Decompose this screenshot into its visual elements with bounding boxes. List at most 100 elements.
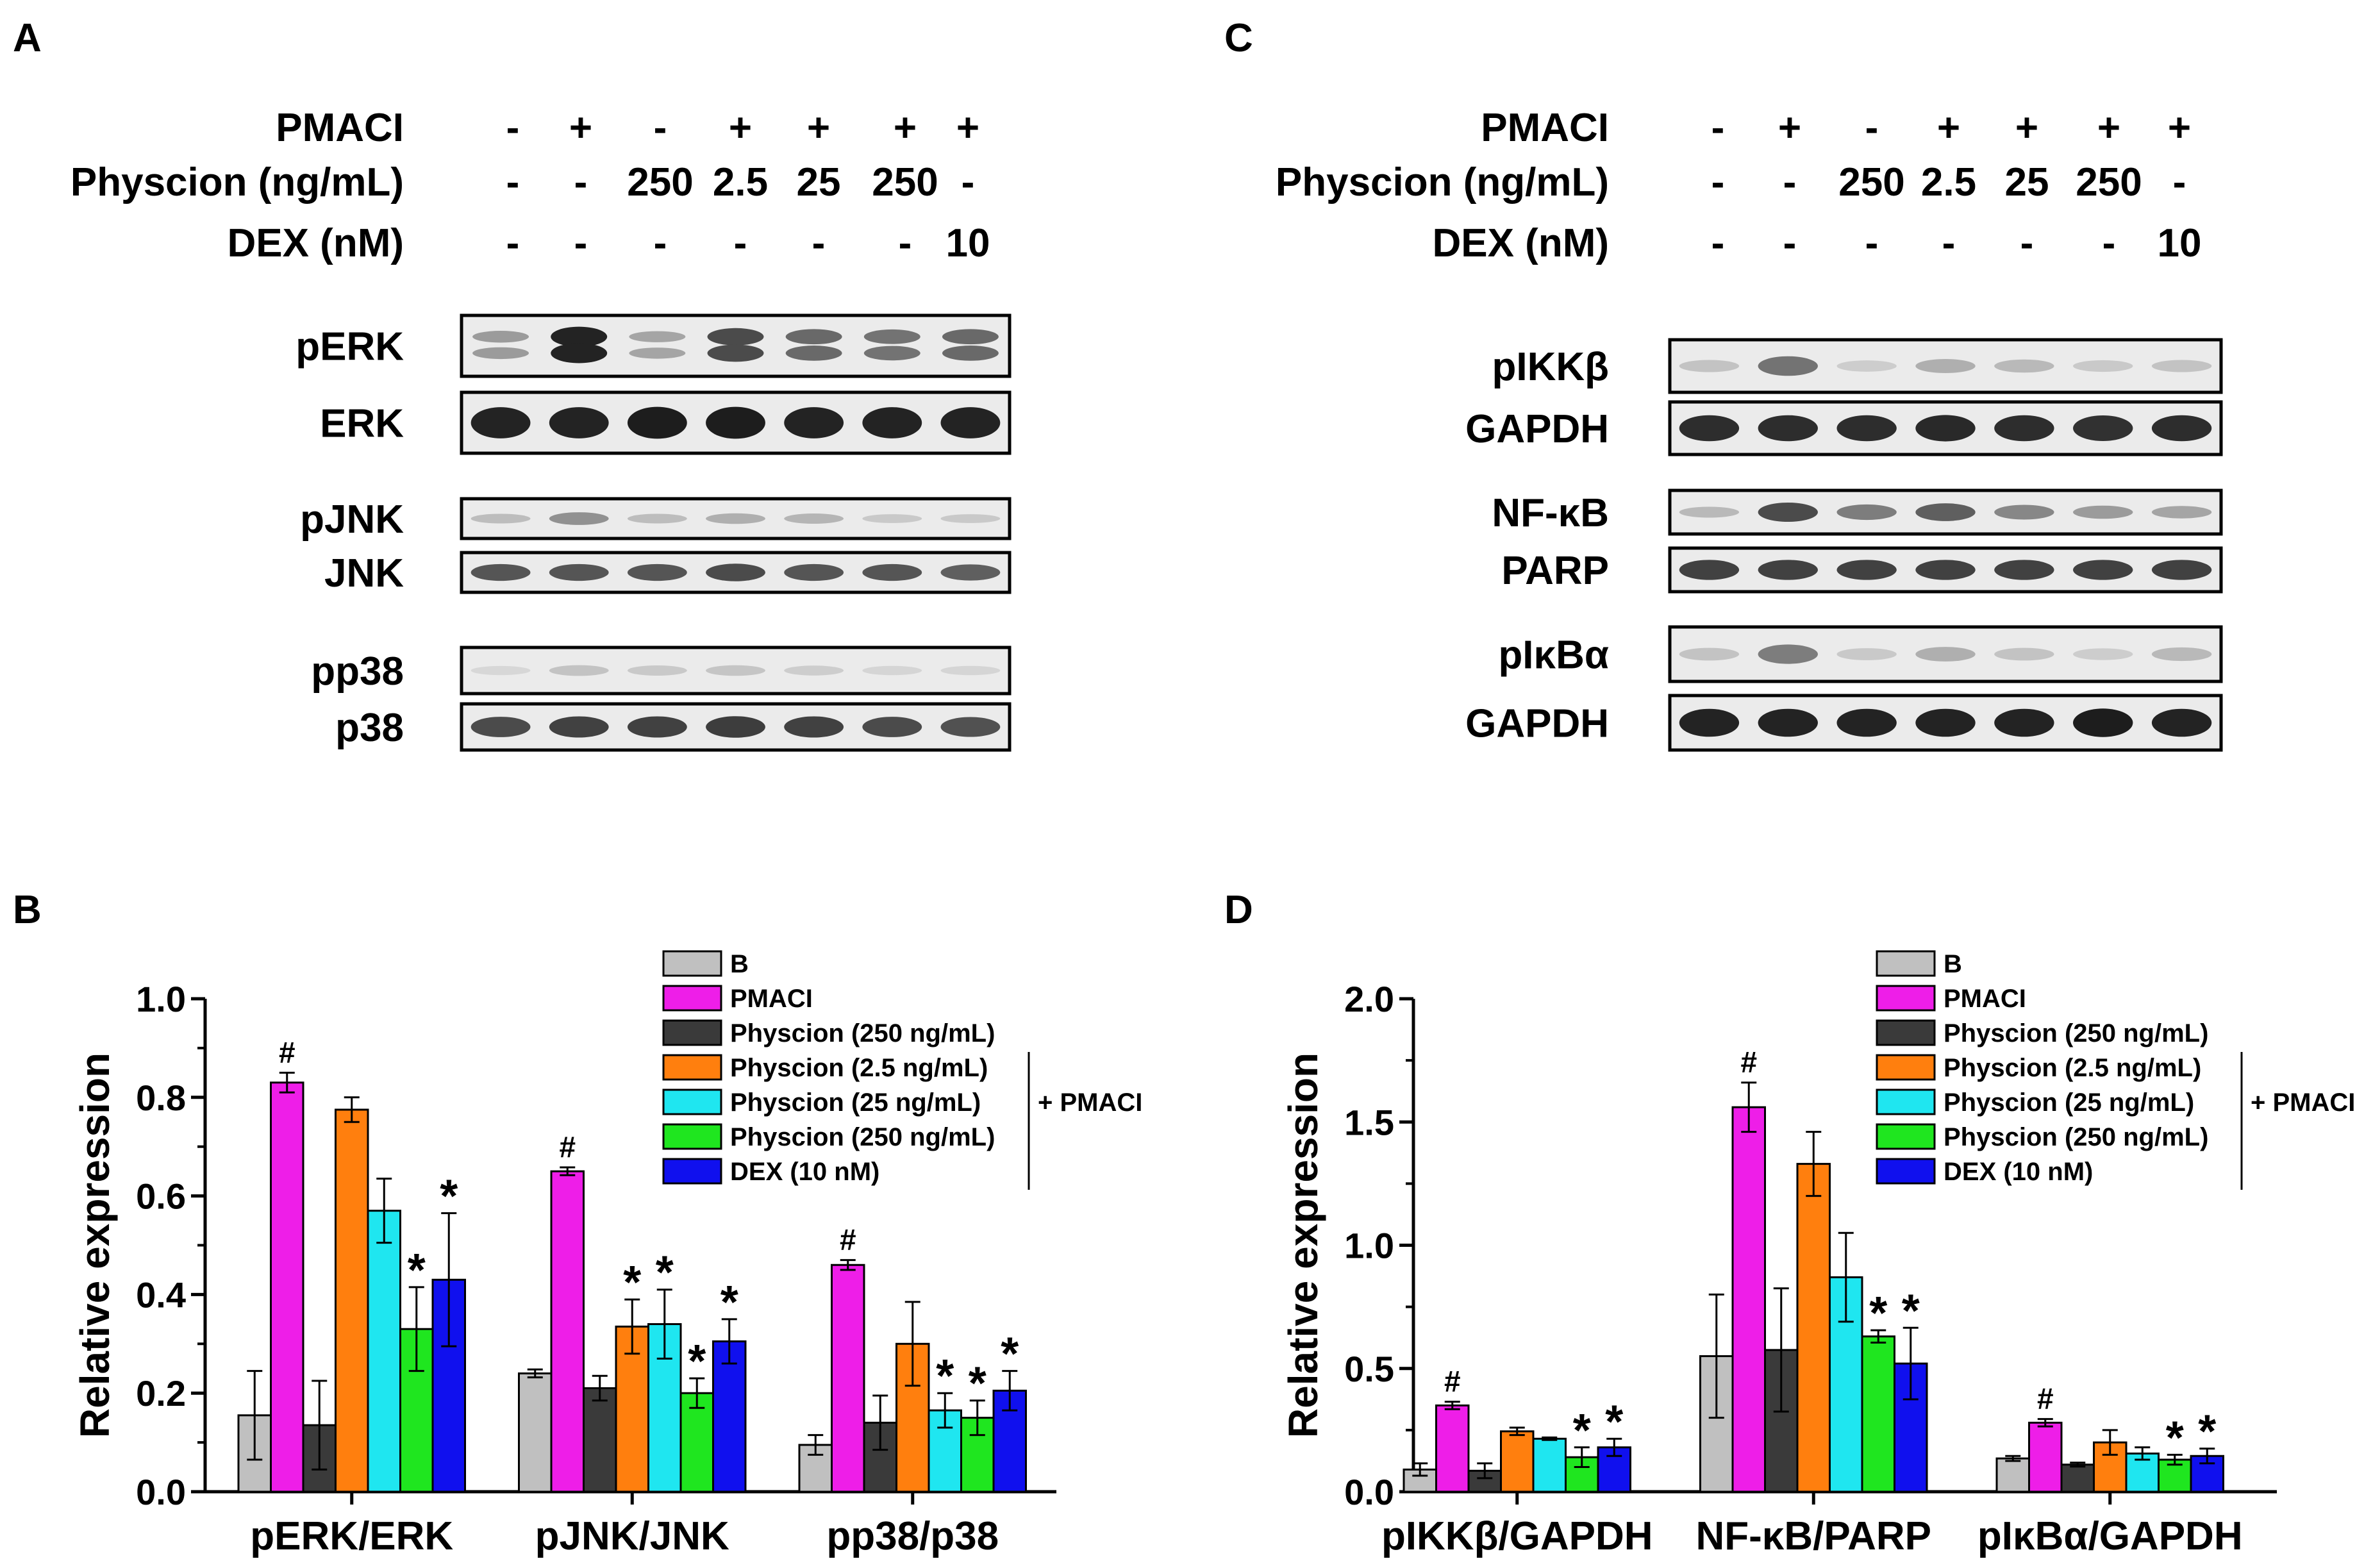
blot-band bbox=[470, 563, 531, 581]
bar bbox=[1796, 1163, 1831, 1493]
significance-mark: # bbox=[1740, 1046, 1757, 1079]
treatment-value: - bbox=[899, 221, 912, 265]
y-tick-label: 0.2 bbox=[136, 1373, 186, 1414]
legend-swatch bbox=[662, 1054, 722, 1081]
bar bbox=[1731, 1106, 1766, 1493]
blot-label: pJNK bbox=[300, 497, 404, 542]
legend-label: B bbox=[730, 950, 749, 978]
treatment-label: PMACI bbox=[1481, 106, 1609, 150]
legend-swatch bbox=[1876, 1158, 1936, 1185]
significance-mark: * bbox=[440, 1171, 458, 1222]
blot-band bbox=[2151, 647, 2212, 662]
blot-band bbox=[785, 329, 842, 345]
significance-mark: # bbox=[2037, 1382, 2054, 1415]
y-axis-title: Relative expression bbox=[72, 1053, 118, 1438]
blot-band bbox=[863, 346, 920, 361]
blot-band bbox=[1836, 360, 1897, 372]
y-tick-label: 2.0 bbox=[1344, 979, 1394, 1019]
blot-band bbox=[1915, 560, 1976, 580]
blot-band bbox=[1915, 503, 1976, 521]
blot-band bbox=[1836, 708, 1897, 737]
significance-mark: * bbox=[1001, 1329, 1019, 1380]
x-tick-label: pp38/p38 bbox=[826, 1514, 999, 1558]
blot-band bbox=[2151, 560, 2212, 580]
bar bbox=[831, 1264, 865, 1493]
blot-band bbox=[862, 407, 922, 438]
blot-band bbox=[707, 328, 764, 346]
blot-band bbox=[627, 665, 687, 676]
treatment-value: 250 bbox=[627, 160, 693, 204]
legend-label: DEX (10 nM) bbox=[730, 1158, 879, 1186]
blot-band bbox=[1758, 356, 1818, 376]
blot-band bbox=[1679, 360, 1740, 372]
blot-band bbox=[1994, 359, 2054, 373]
panel-letter-b: B bbox=[13, 888, 42, 932]
legend-swatch bbox=[662, 1123, 722, 1150]
treatment-value: - bbox=[654, 106, 667, 150]
blot-band bbox=[2073, 505, 2133, 519]
blot-band bbox=[629, 331, 686, 342]
blot-band bbox=[942, 329, 999, 345]
blot-band bbox=[707, 344, 764, 362]
treatment-value: - bbox=[506, 106, 520, 150]
legend-label: Physcion (250 ng/mL) bbox=[730, 1019, 995, 1047]
blot-band bbox=[629, 347, 686, 359]
blot-label: pIκBα bbox=[1498, 633, 1609, 678]
panel-letter-a: A bbox=[13, 16, 42, 60]
legend-label: Physcion (2.5 ng/mL) bbox=[730, 1054, 988, 1082]
blot-band bbox=[2151, 708, 2212, 737]
blot-label: PARP bbox=[1501, 549, 1609, 593]
y-tick-label: 0.5 bbox=[1344, 1349, 1394, 1389]
legend-label: PMACI bbox=[1944, 985, 2026, 1013]
treatment-value: - bbox=[654, 221, 667, 265]
treatment-label: DEX (nM) bbox=[227, 221, 404, 265]
y-tick-label: 0.4 bbox=[136, 1274, 186, 1315]
y-tick-label: 0.0 bbox=[136, 1472, 186, 1512]
blot-band bbox=[940, 514, 1001, 523]
blot-band bbox=[551, 343, 608, 363]
y-axis-title: Relative expression bbox=[1280, 1053, 1326, 1438]
legend-label: B bbox=[1944, 950, 1962, 978]
bar bbox=[583, 1387, 617, 1493]
x-tick-label: pIKKβ/GAPDH bbox=[1381, 1514, 1653, 1558]
treatment-value: - bbox=[1783, 221, 1797, 265]
blot-band bbox=[470, 407, 531, 438]
x-tick-label: pJNK/JNK bbox=[535, 1514, 729, 1558]
bar bbox=[679, 1392, 714, 1493]
blot-band bbox=[1758, 560, 1818, 580]
treatment-value: + bbox=[569, 106, 592, 150]
blot-band bbox=[1758, 502, 1818, 522]
treatment-value: - bbox=[574, 221, 588, 265]
blot-band bbox=[862, 665, 922, 676]
significance-mark: * bbox=[1605, 1396, 1623, 1447]
treatment-value: - bbox=[1865, 106, 1879, 150]
blot-band bbox=[706, 513, 765, 524]
blot-band bbox=[2073, 648, 2133, 660]
blot-band bbox=[2151, 360, 2212, 372]
treatment-value: - bbox=[506, 160, 520, 204]
treatment-value: - bbox=[1711, 221, 1725, 265]
blot-label: GAPDH bbox=[1465, 407, 1609, 451]
treatment-value: + bbox=[807, 106, 830, 150]
legend-swatch bbox=[662, 1019, 722, 1046]
blot-band bbox=[472, 347, 529, 360]
treatment-value: - bbox=[506, 221, 520, 265]
x-tick-label: pERK/ERK bbox=[250, 1514, 453, 1558]
legend-swatch bbox=[662, 950, 722, 977]
treatment-value: 250 bbox=[2076, 160, 2142, 204]
treatment-value: 2.5 bbox=[1921, 160, 1976, 204]
blot-band bbox=[862, 514, 922, 523]
blot-band bbox=[1915, 647, 1976, 662]
treatment-value: - bbox=[812, 221, 826, 265]
blot-band bbox=[940, 717, 1001, 737]
treatment-value: + bbox=[2097, 106, 2120, 150]
blot-band bbox=[784, 407, 844, 438]
treatment-value: - bbox=[1783, 160, 1797, 204]
legend-label: Physcion (25 ng/mL) bbox=[730, 1088, 981, 1117]
blot-band bbox=[1994, 708, 2054, 737]
significance-mark: # bbox=[840, 1223, 856, 1256]
blot-band bbox=[1836, 648, 1897, 660]
blot-band bbox=[1836, 560, 1897, 580]
blot-band bbox=[1915, 359, 1976, 373]
blot-label: JNK bbox=[324, 551, 404, 596]
